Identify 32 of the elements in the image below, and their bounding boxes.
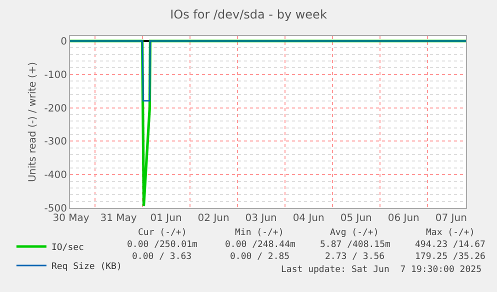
- x-tick-label: 30 May: [52, 213, 90, 224]
- y-tick-label: -200: [44, 103, 67, 114]
- y-tick-label: 0: [60, 36, 67, 48]
- x-tick-label: 02 Jun: [198, 213, 230, 224]
- text: Cur (-/+): [138, 228, 187, 238]
- text: Max (-/+): [426, 228, 475, 238]
- x-tick-label: 07 Jun: [435, 213, 467, 224]
- y-tick-label: -500: [44, 204, 67, 214]
- x-tick-label: 05 Jun: [340, 213, 372, 224]
- x-tick-label: 06 Jun: [388, 213, 420, 224]
- y-tick-label: -100: [44, 70, 67, 81]
- text: Avg (-/+): [330, 228, 379, 238]
- text: 0.00 / 3.63: [132, 252, 192, 262]
- text: 5.87 /408.15m: [320, 240, 390, 250]
- x-tick-label: 04 Jun: [292, 213, 324, 224]
- text: Last update: Sat Jun 7 19:30:00 2025: [281, 265, 482, 275]
- chart-title: IOs for /dev/sda - by week: [170, 7, 327, 22]
- x-tick-label: 03 Jun: [245, 213, 277, 224]
- y-tick-label: -300: [44, 136, 67, 148]
- x-tick-label: 01 Jun: [150, 213, 182, 224]
- y-axis-title: Units read (-) / write (+): [27, 62, 38, 182]
- x-tick-label: 31 May: [100, 213, 137, 224]
- text: 0.00 / 2.85: [230, 252, 290, 262]
- legend-label: IO/sec: [51, 243, 84, 254]
- text: 0.00 /248.44m: [225, 240, 296, 250]
- text: 0.00 /250.01m: [127, 240, 198, 250]
- y-tick-label: -400: [44, 170, 67, 182]
- text: 494.23 /14.67: [415, 240, 486, 250]
- text: 2.73 / 3.56: [325, 252, 385, 262]
- legend-label: Req Size (KB): [51, 262, 122, 272]
- text: 179.25 /35.26: [415, 252, 486, 262]
- text: Min (-/+): [235, 228, 284, 238]
